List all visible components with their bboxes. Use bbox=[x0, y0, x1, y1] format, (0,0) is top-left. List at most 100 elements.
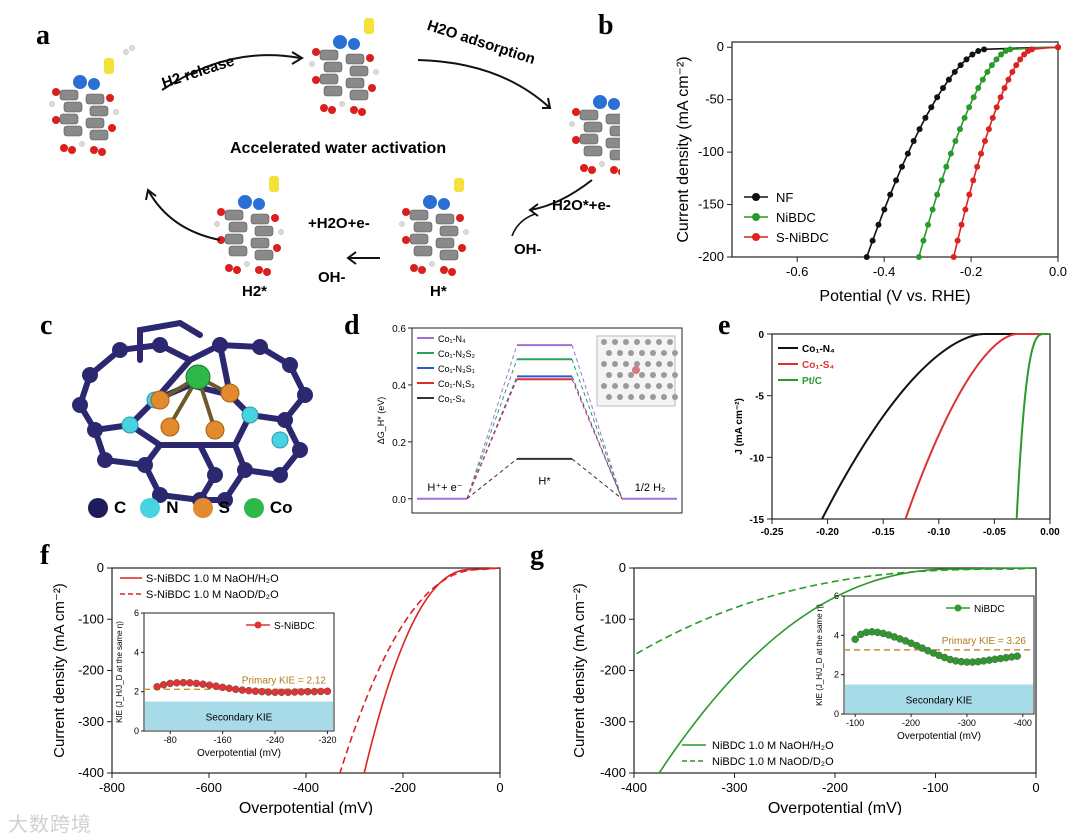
data-point bbox=[962, 206, 969, 213]
data-point bbox=[981, 46, 988, 53]
data-point bbox=[988, 62, 995, 69]
legend-label: S-NiBDC 1.0 M NaOH/H₂O bbox=[146, 573, 279, 585]
data-point bbox=[1002, 48, 1009, 55]
label-center: Accelerated water activation bbox=[230, 140, 446, 157]
carbon-atom bbox=[672, 372, 678, 378]
x-tick-label: -0.20 bbox=[816, 527, 839, 538]
chart-e: -0.25 -0.20 -0.15 -0.10 -0.05 0.00 0 -5 -10 -15 J … bbox=[734, 330, 1060, 538]
kie-point bbox=[1013, 652, 1021, 660]
data-point bbox=[957, 62, 964, 69]
data-point bbox=[881, 206, 888, 213]
y-tick-label: 0.6 bbox=[392, 324, 406, 335]
kie-point bbox=[225, 684, 233, 693]
y-tick-label: -15 bbox=[750, 515, 765, 526]
carbon-atom bbox=[612, 339, 618, 345]
y-tick-label: -400 bbox=[78, 765, 104, 780]
legend-n-atom: N bbox=[140, 498, 179, 518]
legend-n-dot bbox=[140, 498, 161, 518]
legend-label: Co₁-N₃S₁ bbox=[438, 364, 475, 374]
kie-point bbox=[317, 687, 325, 696]
y-tick-label: 0 bbox=[758, 330, 764, 341]
data-point bbox=[1005, 76, 1012, 83]
chart-b: -0.6 -0.4 -0.2 0.0 0 -50 -100 -150 -200 Potential… bbox=[675, 39, 1067, 305]
data-point bbox=[1001, 85, 1008, 92]
label-h2o-e: +H2O+e- bbox=[308, 215, 370, 232]
data-point bbox=[970, 177, 977, 184]
inset-y-tick-label: 0 bbox=[834, 709, 839, 719]
data-point bbox=[956, 126, 963, 133]
inset-x-tick-label: -100 bbox=[846, 718, 864, 728]
inset-y-tick-label: 0 bbox=[134, 726, 139, 736]
y-tick-label: -300 bbox=[600, 714, 626, 729]
data-point bbox=[940, 85, 947, 92]
data-point bbox=[925, 221, 932, 228]
inset-x-tick-label: -240 bbox=[266, 735, 284, 745]
inset-y-axis-label: KIE (J_H/J_D at the same η) bbox=[115, 621, 124, 723]
data-point bbox=[929, 206, 936, 213]
kie-point bbox=[238, 686, 247, 694]
carbon-atom bbox=[656, 339, 662, 345]
inset-x-tick-label: -300 bbox=[958, 718, 976, 728]
label-oh-minus-2: OH- bbox=[318, 269, 346, 286]
x-tick-label: -0.15 bbox=[872, 527, 895, 538]
carbon-atom bbox=[628, 372, 634, 378]
legend-label: S-NiBDC 1.0 M NaOD/D₂O bbox=[146, 589, 279, 601]
carbon-atom bbox=[667, 339, 673, 345]
data-point bbox=[951, 68, 958, 75]
primary-kie-label: Primary KIE = 3.26 bbox=[942, 636, 1027, 647]
label-h-star: H* bbox=[430, 283, 447, 300]
dash-connector bbox=[466, 359, 518, 499]
carbon-atom bbox=[634, 383, 640, 389]
data-point bbox=[1007, 46, 1014, 53]
data-point bbox=[963, 56, 970, 63]
inset-x-tick-label: -80 bbox=[164, 735, 177, 745]
data-point bbox=[993, 56, 1000, 63]
kie-point bbox=[323, 687, 332, 696]
legend-marker bbox=[752, 193, 760, 201]
data-point bbox=[898, 163, 905, 170]
data-point bbox=[950, 254, 957, 260]
kie-point bbox=[277, 688, 286, 697]
kie-point bbox=[231, 685, 240, 694]
carbon-atom bbox=[667, 361, 673, 367]
legend-c-label: C bbox=[114, 498, 127, 517]
label-h2-star: H2* bbox=[242, 283, 267, 300]
data-point bbox=[863, 254, 870, 260]
inset-legend-label: NiBDC bbox=[974, 604, 1005, 615]
dash-connector bbox=[571, 379, 623, 499]
carbon-atom bbox=[661, 350, 667, 356]
x-axis-label: Overpotential (mV) bbox=[239, 800, 373, 815]
x-tick-label: -0.6 bbox=[786, 264, 808, 279]
legend-label: NiBDC 1.0 M NaOD/D₂O bbox=[712, 756, 834, 768]
y-tick-label: 0.0 bbox=[392, 495, 406, 506]
kie-point bbox=[251, 687, 260, 696]
kie-point bbox=[186, 679, 194, 687]
data-point bbox=[981, 138, 988, 145]
carbon-atom bbox=[617, 394, 623, 400]
legend-s-dot bbox=[192, 498, 213, 518]
panel-label-b: b bbox=[598, 10, 614, 41]
y-axis-label: Current density (mA cm⁻²) bbox=[51, 583, 68, 758]
x-tick-label: -400 bbox=[621, 780, 647, 795]
series-line-2 bbox=[1015, 333, 1050, 520]
dash-connector bbox=[466, 376, 518, 499]
data-point bbox=[1025, 48, 1032, 55]
kie-point bbox=[310, 687, 319, 696]
data-point bbox=[934, 94, 941, 101]
y-axis-label: Current density (mA cm⁻²) bbox=[675, 56, 692, 242]
kie-point bbox=[199, 680, 207, 688]
dash-connector bbox=[466, 344, 518, 499]
legend-label: NiBDC 1.0 M NaOH/H₂O bbox=[712, 740, 834, 752]
legend-c-dot bbox=[88, 498, 108, 518]
carbon-atom bbox=[645, 361, 651, 367]
structure-inset bbox=[596, 335, 678, 407]
data-point bbox=[966, 191, 973, 198]
y-axis-label: Current density (mA cm⁻²) bbox=[571, 583, 588, 758]
legend-label: NiBDC bbox=[776, 210, 816, 225]
data-point bbox=[1009, 68, 1016, 75]
plot-frame bbox=[731, 41, 1059, 258]
kie-point bbox=[159, 681, 168, 689]
x-tick-label: 0.0 bbox=[1049, 264, 1067, 279]
carbon-atom bbox=[634, 339, 640, 345]
kie-point bbox=[218, 683, 227, 692]
